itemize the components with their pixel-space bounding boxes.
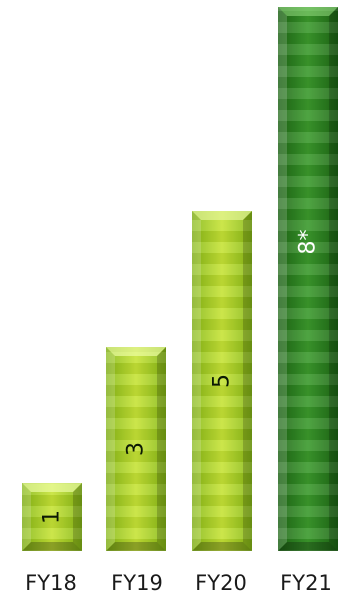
bar-value-label: 1 bbox=[40, 510, 65, 524]
bar-texture bbox=[278, 7, 338, 551]
bar-fy19 bbox=[106, 347, 166, 551]
bar-texture bbox=[106, 347, 166, 551]
bar-bevel-bottom bbox=[22, 542, 82, 551]
bar-bevel-top bbox=[22, 483, 82, 492]
bar-bevel-right bbox=[157, 347, 166, 551]
x-tick-label: FY18 bbox=[25, 571, 77, 595]
bar-bevel-left bbox=[106, 347, 115, 551]
bar-bevel-right bbox=[73, 483, 82, 551]
bar-bevel-left bbox=[192, 211, 201, 551]
bar-value-label: 3 bbox=[124, 442, 149, 456]
bar-bevel-right bbox=[329, 7, 338, 551]
bar-fy18 bbox=[22, 483, 82, 551]
bar-bevel-bottom bbox=[278, 542, 338, 551]
bar-bevel-left bbox=[278, 7, 287, 551]
x-tick-label: FY19 bbox=[111, 571, 163, 595]
x-tick-label: FY21 bbox=[280, 571, 332, 595]
bar-bevel-left bbox=[22, 483, 31, 551]
bar-bevel-top bbox=[278, 7, 338, 16]
bar-value-label: 5 bbox=[210, 374, 235, 388]
bar-bevel-top bbox=[192, 211, 252, 220]
x-tick-label: FY20 bbox=[195, 571, 247, 595]
bar-bevel-right bbox=[243, 211, 252, 551]
bar-bevel-bottom bbox=[192, 542, 252, 551]
bar-fy21 bbox=[278, 7, 338, 551]
bar-value-label: 8* bbox=[296, 230, 321, 255]
bar-bevel-bottom bbox=[106, 542, 166, 551]
bar-texture bbox=[192, 211, 252, 551]
bar-fy20 bbox=[192, 211, 252, 551]
bar-texture bbox=[22, 483, 82, 551]
bar-bevel-top bbox=[106, 347, 166, 356]
